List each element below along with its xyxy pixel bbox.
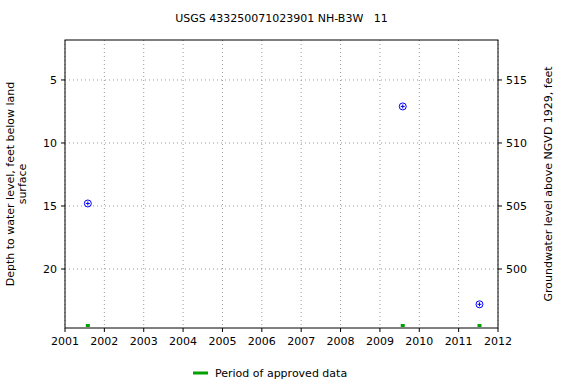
tick xyxy=(498,269,502,270)
grid-line xyxy=(65,79,498,80)
tick xyxy=(222,328,223,332)
marker-cross xyxy=(479,302,480,306)
tick xyxy=(104,328,105,332)
tick xyxy=(61,142,65,143)
y-axis-label: surface xyxy=(16,163,29,204)
tick xyxy=(498,142,502,143)
marker-cross xyxy=(87,201,88,205)
x-tick-label: 2004 xyxy=(169,335,197,348)
x-tick-label: 2010 xyxy=(405,335,433,348)
tick xyxy=(498,79,502,80)
grid-line xyxy=(65,205,498,206)
marker-circle xyxy=(399,103,406,110)
grid-line xyxy=(261,40,262,328)
tick xyxy=(183,328,184,332)
legend-swatch xyxy=(193,372,208,375)
data-point xyxy=(399,103,406,110)
tick xyxy=(261,328,262,332)
tick xyxy=(340,328,341,332)
y2-tick-label: 505 xyxy=(506,200,527,213)
x-tick-label: 2012 xyxy=(484,335,512,348)
grid-line xyxy=(301,40,302,328)
tick xyxy=(379,328,380,332)
grid-line xyxy=(340,40,341,328)
x-tick-label: 2011 xyxy=(445,335,473,348)
grid-line xyxy=(419,40,420,328)
grid-line xyxy=(458,40,459,328)
tick xyxy=(498,205,502,206)
grid-line xyxy=(379,40,380,328)
y2-tick-label: 510 xyxy=(506,137,527,150)
y-tick-label: 15 xyxy=(43,200,57,213)
x-tick-label: 2001 xyxy=(51,335,79,348)
plot-area xyxy=(84,103,483,327)
marker-cross xyxy=(402,104,403,108)
chart: USGS 433250071023901 NH-B3W 11 2001 2002 20… xyxy=(0,0,576,384)
x-tick-label: 2008 xyxy=(327,335,355,348)
x-tick-label: 2006 xyxy=(248,335,276,348)
y-tick-label: 10 xyxy=(43,137,57,150)
grid-line xyxy=(143,40,144,328)
y-tick-label: 5 xyxy=(50,74,57,87)
x-tick-label: 2007 xyxy=(287,335,315,348)
tick xyxy=(498,328,499,332)
approved-period xyxy=(86,324,90,327)
tick xyxy=(61,269,65,270)
y-tick-label: 20 xyxy=(43,263,57,276)
marker-circle xyxy=(84,200,91,207)
tick xyxy=(458,328,459,332)
background xyxy=(0,0,576,384)
grid-line xyxy=(65,269,498,270)
data-point xyxy=(476,301,483,308)
tick xyxy=(65,328,66,332)
grid-line xyxy=(104,40,105,328)
x-tick-label: 2005 xyxy=(208,335,236,348)
grid-line xyxy=(222,40,223,328)
x-tick-label: 2003 xyxy=(130,335,158,348)
y2-axis-label: Groundwater level above NGVD 1929, feet xyxy=(542,66,555,302)
approved-period xyxy=(401,324,405,327)
y2-tick-label: 500 xyxy=(506,263,527,276)
tick xyxy=(143,328,144,332)
approved-period xyxy=(477,324,481,327)
tick xyxy=(419,328,420,332)
tick xyxy=(61,79,65,80)
legend-label: Period of approved data xyxy=(215,367,347,380)
x-tick-label: 2009 xyxy=(366,335,394,348)
plot-frame xyxy=(65,40,498,328)
y2-tick-label: 515 xyxy=(506,74,527,87)
title: USGS 433250071023901 NH-B3W 11 xyxy=(175,12,388,25)
grid-line xyxy=(65,142,498,143)
x-tick-label: 2002 xyxy=(90,335,118,348)
tick xyxy=(61,205,65,206)
tick xyxy=(301,328,302,332)
data-point xyxy=(84,200,91,207)
grid-line xyxy=(183,40,184,328)
marker-circle xyxy=(476,301,483,308)
